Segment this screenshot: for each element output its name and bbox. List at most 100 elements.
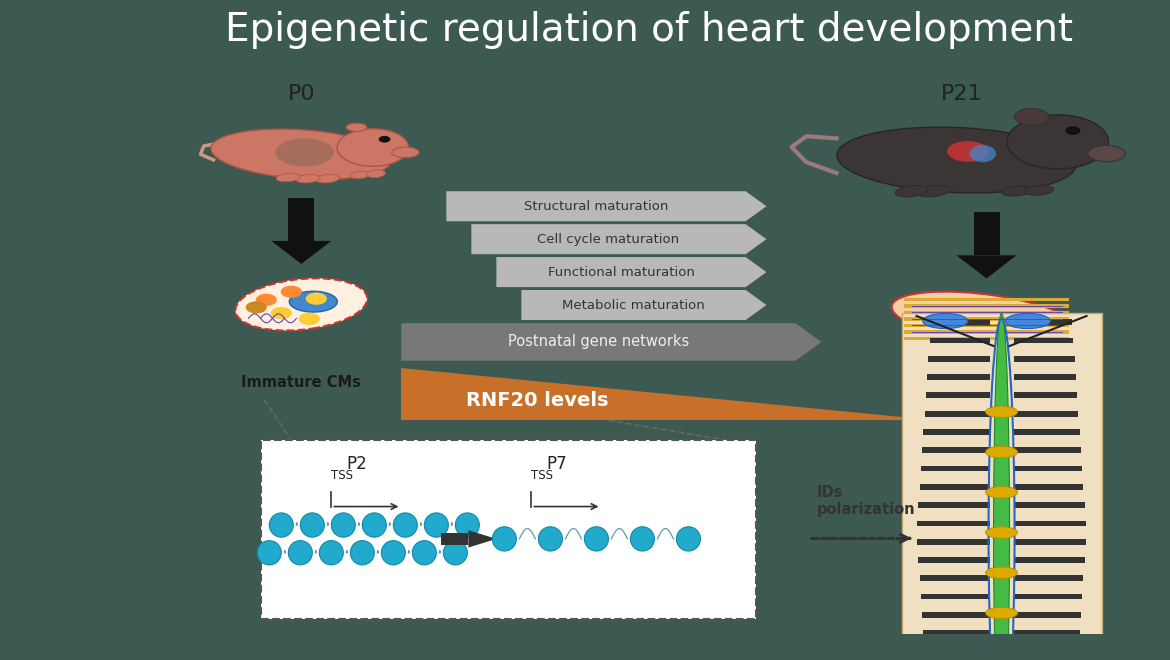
Text: P7: P7: [546, 455, 566, 473]
Text: Functional maturation: Functional maturation: [548, 265, 695, 279]
Polygon shape: [920, 576, 990, 581]
Ellipse shape: [895, 185, 928, 197]
Polygon shape: [401, 368, 931, 420]
Text: RNF20 levels: RNF20 levels: [467, 391, 608, 410]
Polygon shape: [921, 593, 990, 599]
Text: Cell cycle maturation: Cell cycle maturation: [537, 233, 680, 246]
Circle shape: [305, 292, 326, 305]
Ellipse shape: [296, 174, 321, 183]
Polygon shape: [904, 304, 1069, 308]
Ellipse shape: [276, 174, 301, 182]
Polygon shape: [1013, 557, 1085, 563]
Polygon shape: [923, 630, 990, 636]
Polygon shape: [923, 429, 990, 435]
Ellipse shape: [381, 541, 405, 565]
Ellipse shape: [985, 446, 1018, 458]
Ellipse shape: [948, 141, 989, 162]
Text: IDs
polarization: IDs polarization: [817, 484, 915, 517]
Ellipse shape: [985, 607, 1018, 619]
Ellipse shape: [1088, 145, 1126, 162]
Polygon shape: [929, 356, 990, 362]
Polygon shape: [1013, 612, 1081, 618]
Polygon shape: [918, 502, 990, 508]
Ellipse shape: [211, 129, 392, 180]
Polygon shape: [904, 298, 1069, 301]
Text: Immature CMs: Immature CMs: [241, 375, 362, 390]
Text: P0: P0: [288, 84, 315, 104]
Ellipse shape: [493, 527, 516, 551]
Circle shape: [379, 136, 391, 143]
Ellipse shape: [985, 567, 1018, 579]
Polygon shape: [904, 323, 1069, 327]
Ellipse shape: [1007, 115, 1108, 169]
Ellipse shape: [257, 541, 281, 565]
Ellipse shape: [269, 513, 294, 537]
Text: P21: P21: [941, 84, 983, 104]
Polygon shape: [288, 197, 315, 241]
Ellipse shape: [425, 513, 448, 537]
Ellipse shape: [366, 170, 386, 178]
Polygon shape: [927, 374, 990, 380]
Polygon shape: [1013, 319, 1072, 325]
Ellipse shape: [346, 123, 367, 131]
Polygon shape: [1013, 630, 1080, 636]
Polygon shape: [1013, 374, 1076, 380]
Polygon shape: [1013, 338, 1073, 343]
Ellipse shape: [985, 527, 1018, 539]
Ellipse shape: [993, 313, 1010, 660]
Circle shape: [256, 294, 277, 306]
Circle shape: [270, 307, 291, 319]
Ellipse shape: [538, 527, 563, 551]
Ellipse shape: [970, 145, 996, 162]
Polygon shape: [931, 319, 990, 325]
Ellipse shape: [301, 513, 324, 537]
Polygon shape: [1013, 576, 1083, 581]
Text: Epigenetic regulation of heart development: Epigenetic regulation of heart developme…: [226, 11, 1073, 49]
Polygon shape: [496, 257, 766, 287]
Ellipse shape: [631, 527, 654, 551]
Polygon shape: [922, 612, 990, 618]
Polygon shape: [922, 447, 990, 453]
Ellipse shape: [288, 541, 312, 565]
Ellipse shape: [1005, 314, 1051, 329]
Ellipse shape: [1014, 108, 1048, 125]
Ellipse shape: [393, 513, 418, 537]
Circle shape: [246, 301, 267, 314]
Ellipse shape: [837, 127, 1076, 193]
Ellipse shape: [392, 147, 419, 158]
Polygon shape: [921, 466, 990, 471]
Ellipse shape: [584, 527, 608, 551]
Ellipse shape: [363, 513, 386, 537]
Polygon shape: [1013, 429, 1080, 435]
Ellipse shape: [455, 513, 480, 537]
Text: TSS: TSS: [331, 469, 353, 482]
Polygon shape: [904, 311, 1069, 314]
Text: P2: P2: [346, 455, 366, 473]
Polygon shape: [1013, 356, 1075, 362]
Polygon shape: [1013, 447, 1081, 453]
Polygon shape: [1013, 393, 1078, 398]
Polygon shape: [472, 224, 766, 254]
Polygon shape: [957, 255, 1017, 279]
Ellipse shape: [412, 541, 436, 565]
Polygon shape: [973, 212, 999, 255]
Ellipse shape: [985, 647, 1018, 659]
Text: TSS: TSS: [531, 469, 553, 482]
Polygon shape: [1013, 466, 1082, 471]
Polygon shape: [1013, 593, 1082, 599]
FancyBboxPatch shape: [902, 313, 1102, 660]
Polygon shape: [271, 241, 331, 264]
Text: Structural maturation: Structural maturation: [524, 200, 668, 213]
Polygon shape: [468, 530, 496, 548]
Polygon shape: [1013, 649, 1079, 654]
Ellipse shape: [337, 129, 408, 166]
Ellipse shape: [985, 406, 1018, 418]
Polygon shape: [1013, 411, 1079, 416]
Polygon shape: [401, 323, 821, 361]
Ellipse shape: [275, 139, 333, 166]
Ellipse shape: [235, 279, 367, 331]
Ellipse shape: [892, 292, 1081, 346]
Polygon shape: [1013, 521, 1086, 526]
Ellipse shape: [1002, 186, 1032, 196]
Polygon shape: [918, 557, 990, 563]
